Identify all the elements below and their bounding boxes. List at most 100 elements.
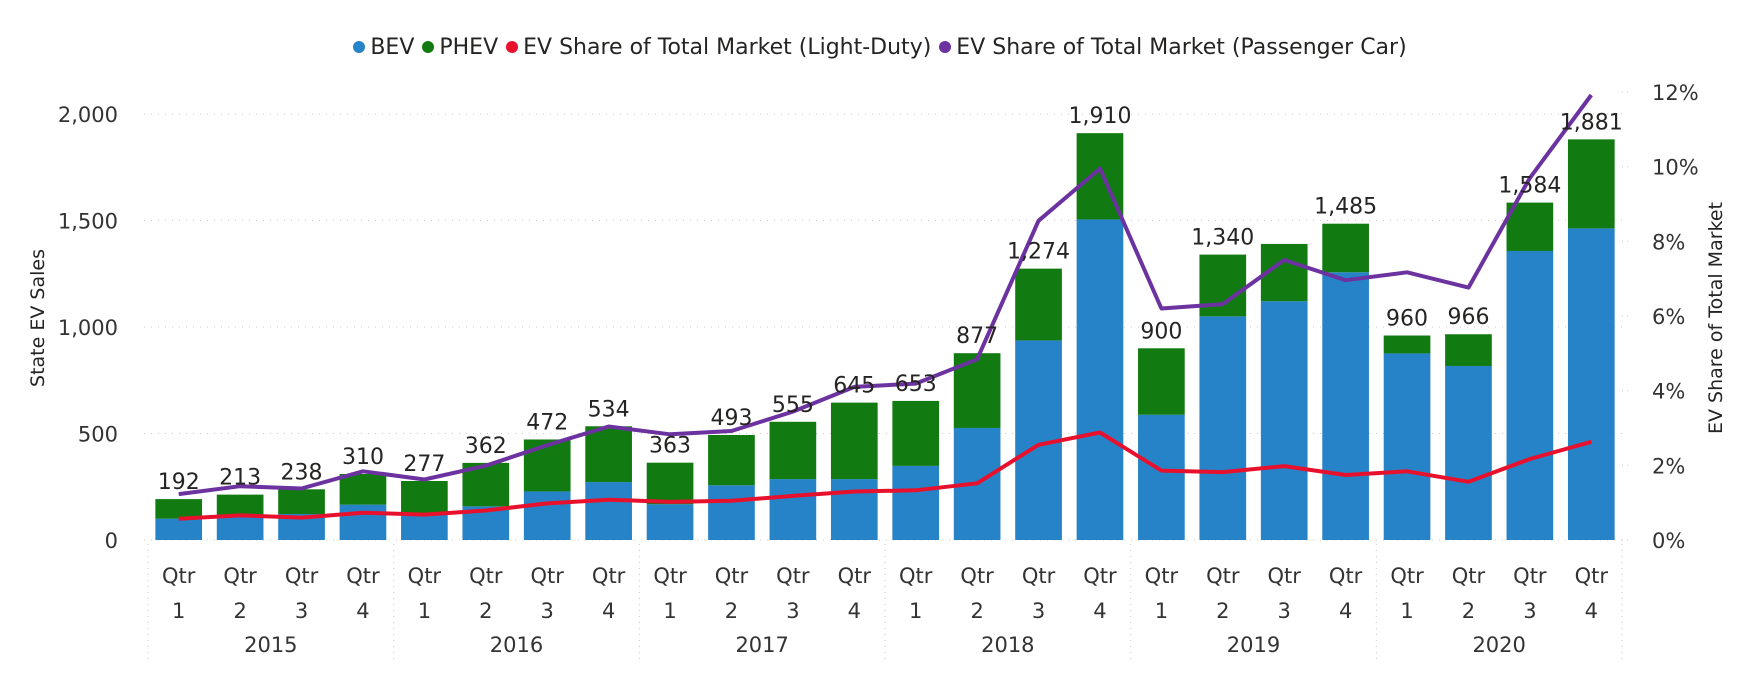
x-tick-label-quarter: Qtr xyxy=(285,564,319,588)
x-tick-label-quarter: Qtr xyxy=(531,564,565,588)
x-tick-label-quarter-number: 4 xyxy=(356,599,369,623)
data-label: 213 xyxy=(219,466,261,491)
data-label: 277 xyxy=(403,452,445,477)
bar-phev xyxy=(585,426,632,483)
y-axis-right: 0% 2% 4% 6% 8% 10% 12% xyxy=(1652,81,1699,553)
chart-legend: BEV PHEV EV Share of Total Market (Light-D… xyxy=(0,34,1760,60)
data-label: 1,485 xyxy=(1314,195,1377,220)
bar-phev xyxy=(155,499,203,519)
data-label: 966 xyxy=(1447,305,1489,330)
x-tick-label-quarter: Qtr xyxy=(469,564,503,588)
bar-bev xyxy=(1076,219,1124,540)
bar-phev xyxy=(523,439,571,492)
bar-phev xyxy=(216,494,264,516)
x-tick-label-quarter-number: 3 xyxy=(295,599,308,623)
data-label: 1,910 xyxy=(1068,104,1131,129)
bar-phev xyxy=(1015,268,1062,341)
bar-phev xyxy=(769,421,817,480)
x-tick-label-quarter: Qtr xyxy=(592,564,626,588)
x-axis: Qtr 1 Qtr 2 Qtr 3 Qtr 4 Qtr 1 Qtr 2 Qtr 3 Qtr 4 Qtr 1 Qtr 2… xyxy=(147,544,1623,660)
x-tick-label-quarter: Qtr xyxy=(1390,564,1424,588)
x-tick-label-quarter: Qtr xyxy=(1513,564,1547,588)
y2-tick-label: 10% xyxy=(1652,156,1699,180)
bar-phev xyxy=(830,402,878,480)
x-tick-label-quarter-number: 2 xyxy=(233,599,246,623)
x-tick-label-quarter: Qtr xyxy=(1452,564,1486,588)
x-tick-label-year: 2018 xyxy=(981,633,1034,657)
legend-label: BEV xyxy=(370,34,415,60)
x-tick-label-quarter-number: 1 xyxy=(172,599,185,623)
legend-marker-icon xyxy=(506,41,519,53)
x-tick-label-quarter: Qtr xyxy=(776,564,810,588)
x-tick-label-quarter: Qtr xyxy=(1575,564,1609,588)
legend-label: EV Share of Total Market (Light-Duty) xyxy=(523,34,932,60)
y2-tick-label: 0% xyxy=(1652,529,1685,553)
legend-item[interactable]: BEV xyxy=(353,35,414,60)
x-tick-label-quarter-number: 2 xyxy=(970,599,983,623)
x-tick-label-quarter: Qtr xyxy=(838,564,872,588)
line-passenger-car-share xyxy=(178,93,1593,497)
x-tick-label-quarter: Qtr xyxy=(653,564,687,588)
data-label: 653 xyxy=(895,372,937,397)
x-tick-label-quarter-number: 4 xyxy=(1585,599,1598,623)
data-labels: 192 213 238 310 277 362 472 534 363 493 555 645 653 8… xyxy=(158,104,1623,495)
legend-marker-icon xyxy=(353,41,366,53)
data-label: 192 xyxy=(158,470,200,495)
x-tick-label-quarter: Qtr xyxy=(715,564,749,588)
data-label: 555 xyxy=(772,393,814,418)
bar-phev xyxy=(1322,223,1369,273)
data-label: 1,881 xyxy=(1560,110,1623,135)
bar-bev xyxy=(1322,272,1369,540)
y-tick-label: 1,000 xyxy=(58,316,118,340)
y-axis-left: 0 500 1,000 1,500 2,000 xyxy=(58,103,118,553)
legend-label: PHEV xyxy=(439,34,499,60)
x-tick-label-quarter-number: 3 xyxy=(1278,599,1291,623)
bar-phev xyxy=(401,480,448,514)
x-tick-label-quarter: Qtr xyxy=(223,564,257,588)
x-tick-label-quarter-number: 4 xyxy=(602,599,615,623)
bar-phev xyxy=(1138,348,1185,415)
bar-bev xyxy=(155,518,203,540)
x-tick-label-year: 2017 xyxy=(735,633,788,657)
x-tick-label-quarter-number: 3 xyxy=(786,599,799,623)
x-tick-label-quarter: Qtr xyxy=(408,564,442,588)
bar-bev xyxy=(1445,365,1492,540)
bars xyxy=(155,133,1615,541)
data-label: 493 xyxy=(710,406,752,431)
legend-item[interactable]: EV Share of Total Market (Light-Duty) xyxy=(506,35,931,60)
line-light-duty-share xyxy=(178,430,1592,521)
y-tick-label: 1,500 xyxy=(58,210,118,234)
bar-phev xyxy=(708,434,755,486)
x-tick-label-quarter: Qtr xyxy=(899,564,933,588)
legend-item[interactable]: PHEV xyxy=(422,35,498,60)
bar-bev xyxy=(585,482,632,540)
x-tick-label-quarter-number: 2 xyxy=(725,599,738,623)
lines xyxy=(178,93,1593,521)
data-label: 310 xyxy=(342,445,384,470)
bar-bev xyxy=(830,479,878,540)
bar-bev xyxy=(1199,316,1247,540)
data-label: 900 xyxy=(1140,319,1182,344)
bar-phev xyxy=(1506,202,1554,251)
x-tick-label-quarter: Qtr xyxy=(346,564,380,588)
x-tick-label-quarter-number: 3 xyxy=(1523,599,1536,623)
bar-phev xyxy=(278,489,325,515)
x-tick-label-year: 2015 xyxy=(244,633,297,657)
data-label: 1,274 xyxy=(1007,240,1070,265)
data-label: 960 xyxy=(1386,307,1428,332)
x-tick-label-year: 2016 xyxy=(490,633,543,657)
x-tick-label-quarter: Qtr xyxy=(1145,564,1179,588)
x-tick-label-quarter-number: 4 xyxy=(1093,599,1106,623)
legend-item[interactable]: EV Share of Total Market (Passenger Car) xyxy=(939,35,1407,60)
data-label: 472 xyxy=(526,410,568,435)
x-tick-label-quarter-number: 2 xyxy=(1462,599,1475,623)
x-tick-label-quarter: Qtr xyxy=(960,564,994,588)
bar-bev xyxy=(1506,250,1554,541)
x-tick-label-quarter: Qtr xyxy=(1268,564,1302,588)
bar-phev xyxy=(1567,139,1615,229)
x-tick-label-quarter-number: 1 xyxy=(909,599,922,623)
bar-bev xyxy=(646,504,694,540)
data-label: 362 xyxy=(465,434,507,459)
data-label: 534 xyxy=(588,397,630,422)
